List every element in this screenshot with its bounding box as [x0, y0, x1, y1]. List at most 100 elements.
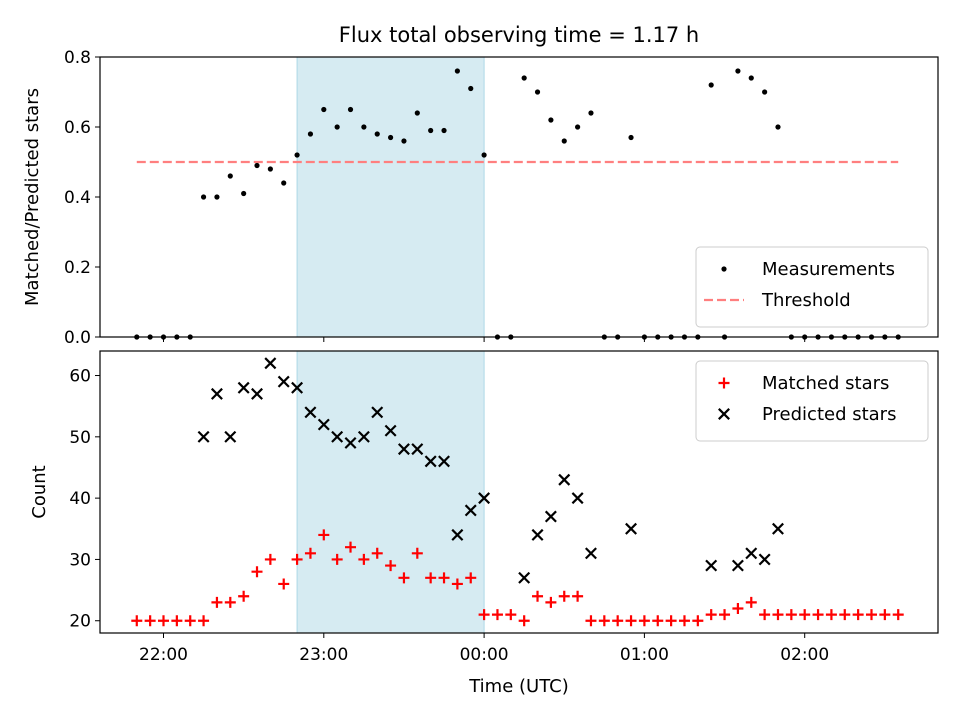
- legend-box: [695, 360, 929, 442]
- x-point-3: [237, 381, 250, 394]
- y-axis-label: Count: [29, 465, 50, 518]
- plus-point-39: [652, 615, 664, 627]
- x-point-19: [451, 528, 464, 541]
- dot-point-31: [548, 117, 554, 123]
- x-tick-label: 23:00: [299, 645, 348, 665]
- plus-point-0: [131, 615, 143, 627]
- plus-point-29: [518, 615, 530, 627]
- dot-point-7: [227, 173, 233, 179]
- dot-point-29: [521, 75, 527, 81]
- axes-frame: [99, 350, 939, 634]
- x-point-33: [772, 522, 784, 535]
- plus-point-11: [278, 578, 290, 590]
- x-point-9: [317, 418, 330, 431]
- dot-point-23: [441, 127, 447, 134]
- y-axis-label: Matched/Predicted stars: [22, 88, 43, 306]
- y-tick-label: 0.6: [64, 118, 91, 138]
- plus-point-4: [184, 615, 196, 627]
- plus-point-45: [732, 602, 744, 614]
- highlight-span: [296, 56, 485, 338]
- dot-point-11: [281, 180, 287, 186]
- plus-point-33: [572, 590, 584, 602]
- plus-point-10: [264, 553, 276, 565]
- x-point-24: [544, 510, 557, 523]
- series-dot: [134, 68, 901, 340]
- series-x: [197, 357, 784, 584]
- plus-point-32: [558, 590, 570, 602]
- plus-point-19: [385, 560, 397, 572]
- legend-marker: [718, 408, 730, 420]
- plus-point-47: [759, 609, 771, 621]
- x-point-16: [411, 443, 424, 456]
- plus-point-52: [825, 609, 837, 621]
- x-point-20: [464, 504, 477, 517]
- dot-point-8: [241, 190, 247, 197]
- x-point-14: [384, 424, 397, 437]
- x-point-11: [344, 436, 357, 449]
- y-tick-label: 0.8: [64, 48, 91, 68]
- plus-point-54: [852, 609, 864, 621]
- dot-point-18: [374, 131, 380, 137]
- x-point-2: [224, 430, 237, 443]
- plus-point-51: [812, 609, 824, 621]
- x-point-6: [277, 375, 290, 388]
- dot-point-34: [588, 110, 594, 116]
- dot-point-47: [762, 89, 768, 95]
- x-point-4: [251, 387, 263, 400]
- x-point-31: [745, 547, 758, 560]
- x-point-26: [571, 492, 584, 505]
- plus-point-30: [532, 590, 544, 602]
- plus-point-55: [865, 609, 877, 621]
- x-tick-label: 22:00: [139, 645, 188, 665]
- y-tick-label: 50: [69, 428, 91, 448]
- dot-point-9: [254, 162, 260, 169]
- highlight-span: [296, 350, 485, 634]
- plus-point-2: [158, 615, 169, 627]
- y-tick-label: 20: [69, 612, 91, 632]
- x-point-32: [758, 553, 771, 566]
- legend: Measurements Threshold: [695, 246, 929, 328]
- dot-point-43: [708, 82, 714, 88]
- plus-point-27: [491, 609, 503, 621]
- x-point-0: [197, 430, 210, 443]
- dot-point-32: [561, 138, 567, 144]
- x-point-25: [558, 473, 571, 486]
- plus-point-35: [598, 615, 610, 627]
- dot-point-21: [414, 110, 420, 116]
- x-point-23: [531, 528, 544, 541]
- plus-point-57: [892, 609, 904, 621]
- x-axis-label: Time (UTC): [468, 676, 569, 697]
- series-plus: [131, 529, 904, 627]
- x-point-22: [518, 571, 531, 584]
- y-tick-label: 0.0: [64, 328, 91, 348]
- x-point-30: [731, 559, 744, 572]
- plus-point-40: [665, 615, 677, 627]
- plus-point-44: [719, 609, 731, 621]
- plus-point-53: [839, 609, 851, 621]
- dot-point-16: [347, 106, 354, 113]
- plus-point-21: [411, 547, 423, 559]
- plus-point-17: [358, 553, 370, 565]
- plus-point-50: [799, 609, 811, 621]
- plus-point-37: [625, 615, 637, 627]
- dot-point-33: [575, 124, 581, 130]
- dot-point-17: [361, 124, 367, 130]
- plus-point-41: [678, 615, 690, 627]
- plus-point-20: [398, 572, 410, 584]
- plus-point-9: [251, 566, 263, 578]
- dot-point-6: [214, 194, 220, 200]
- plus-point-15: [331, 553, 343, 565]
- y-tick-label: 0.2: [64, 258, 91, 278]
- y-tick-label: 0.4: [64, 188, 91, 208]
- ratio-panel: 0.0 0.2 0.4 0.6 0.8 Matched/Predicted stars Me…: [22, 48, 939, 348]
- count-panel: 20 30 40 50 60 22:00 23:00 00:00 01:00 02:00 Count…: [29, 350, 939, 665]
- dot-point-26: [481, 152, 487, 158]
- dot-point-25: [468, 85, 474, 92]
- plus-point-43: [705, 609, 717, 621]
- plus-point-23: [438, 572, 450, 584]
- plus-point-12: [291, 553, 303, 565]
- plus-point-6: [211, 596, 223, 608]
- x-point-5: [264, 357, 277, 370]
- dot-point-37: [628, 134, 634, 141]
